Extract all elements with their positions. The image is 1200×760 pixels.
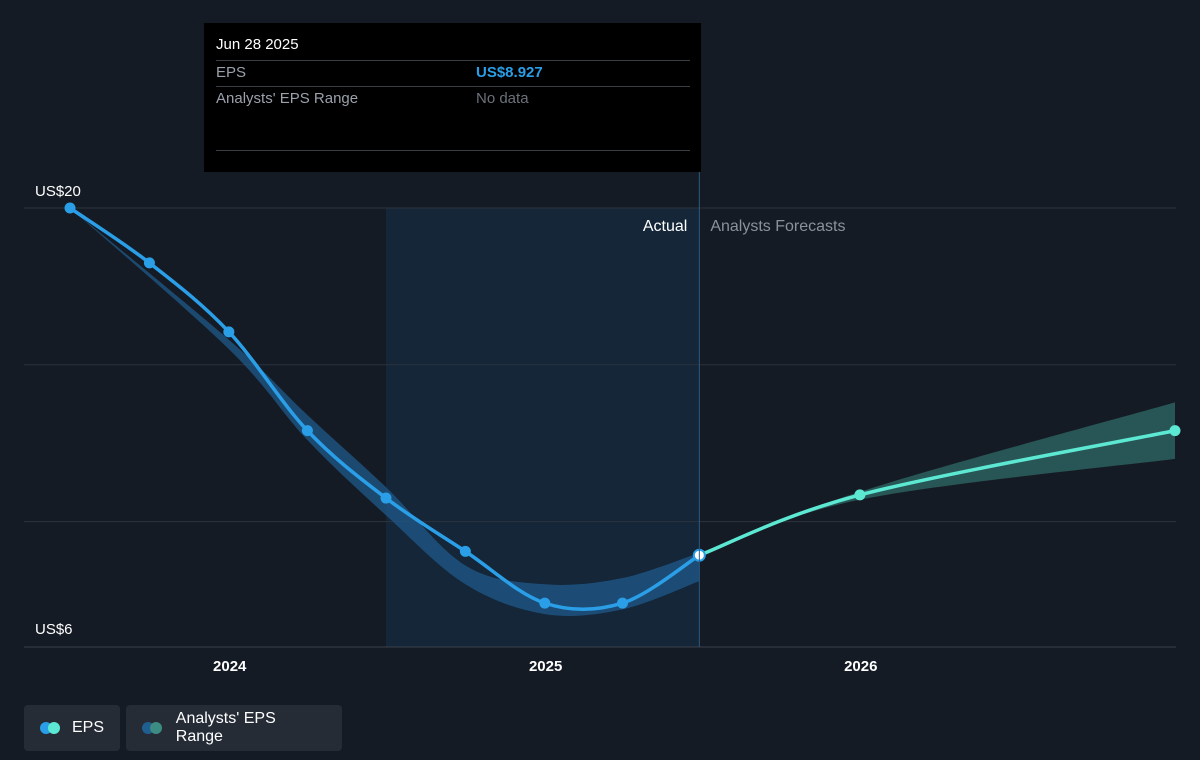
tooltip-eps-value: US$8.927: [476, 64, 543, 81]
eps-range-band-actual: [70, 208, 700, 616]
range-legend-icon: [142, 722, 166, 734]
eps-forecast-line: [697, 428, 1177, 557]
y-tick-label-min: US$6: [35, 621, 73, 638]
eps-actual-point[interactable]: [64, 202, 76, 214]
legend-eps-button[interactable]: EPS: [24, 705, 120, 751]
tooltip-range-value: No data: [476, 90, 529, 107]
eps-actual-point[interactable]: [380, 492, 392, 504]
eps-actual-point[interactable]: [539, 597, 551, 609]
x-tick-label: 2026: [844, 658, 877, 675]
tooltip-eps-row: EPS US$8.927: [216, 60, 690, 86]
eps-actual-point[interactable]: [459, 545, 471, 557]
x-tick-label: 2025: [529, 658, 562, 675]
legend-range-label: Analysts' EPS Range: [175, 710, 276, 745]
hover-tooltip: Jun 28 2025 EPS US$8.927 Analysts' EPS R…: [204, 23, 701, 172]
tooltip-divider: [216, 150, 690, 151]
x-tick-label: 2024: [213, 658, 247, 675]
y-tick-label-max: US$20: [35, 183, 81, 200]
analysts-forecasts-label: Analysts Forecasts: [710, 218, 845, 235]
tooltip-eps-label: EPS: [216, 64, 247, 81]
legend-range-button[interactable]: Analysts' EPS Range: [126, 705, 342, 751]
eps-legend-dot-forecast: [48, 722, 60, 734]
eps-forecast-point[interactable]: [854, 489, 866, 501]
actual-label: Actual: [643, 218, 687, 235]
tooltip-range-label: Analysts' EPS Range: [216, 90, 359, 107]
legend-eps-label: EPS: [71, 719, 104, 736]
eps-actual-point[interactable]: [143, 257, 155, 269]
eps-legend-icon: [40, 722, 62, 734]
tooltip-date: Jun 28 2025: [216, 36, 299, 53]
eps-actual-point[interactable]: [301, 425, 313, 437]
eps-actual-line: [68, 206, 702, 612]
tooltip-range-row: Analysts' EPS Range No data: [216, 86, 690, 112]
eps-forecast-point[interactable]: [1169, 425, 1181, 437]
range-legend-dot-forecast: [150, 722, 162, 734]
eps-actual-point[interactable]: [617, 597, 628, 609]
eps-actual-point[interactable]: [223, 326, 235, 338]
